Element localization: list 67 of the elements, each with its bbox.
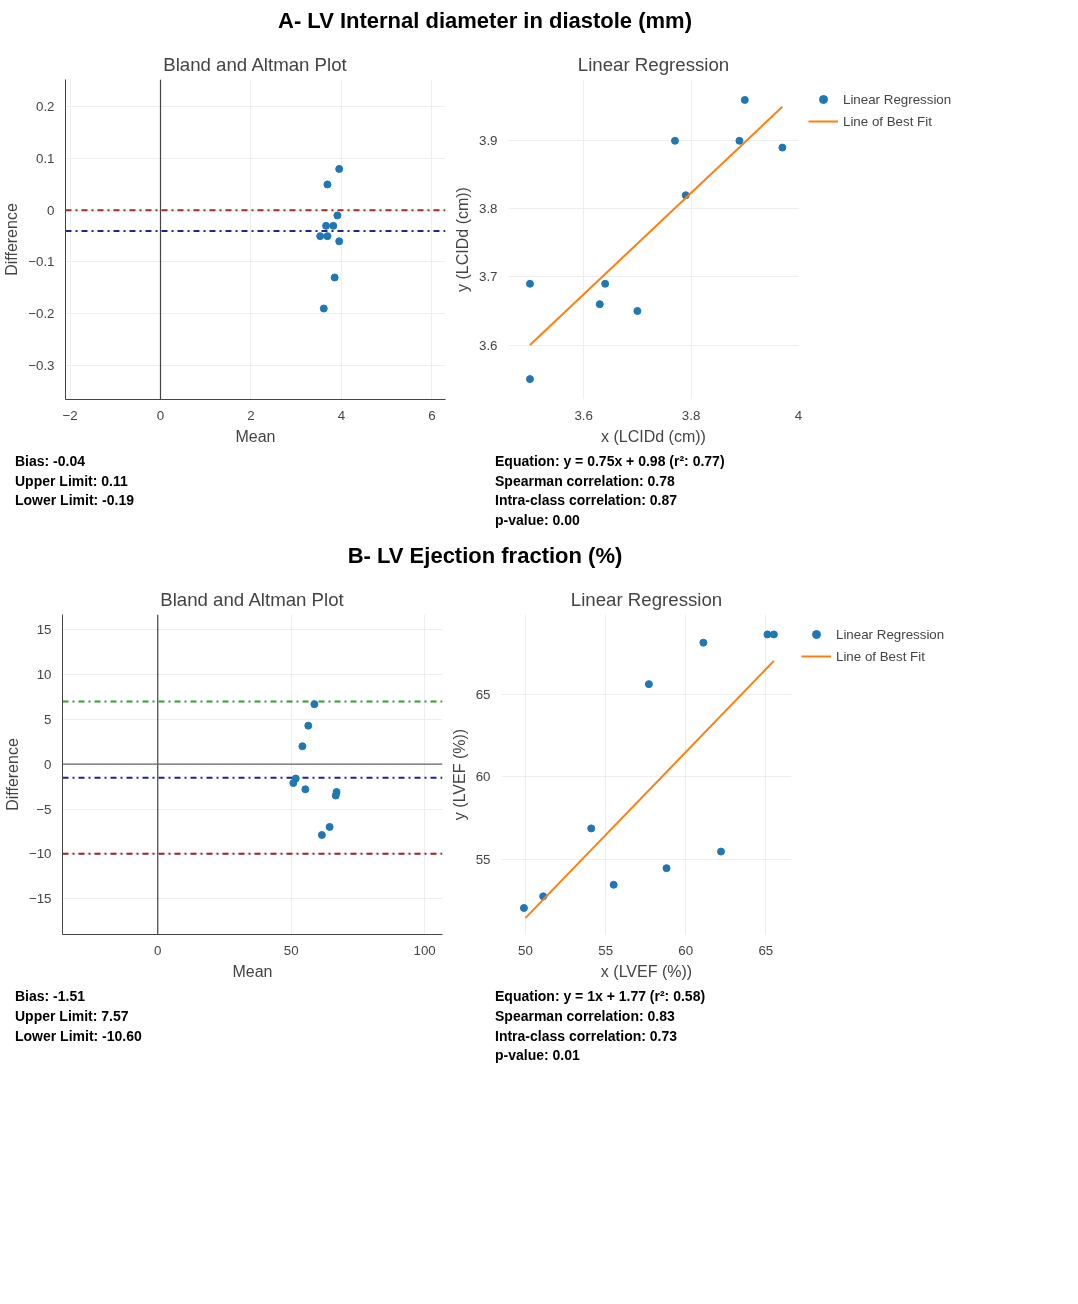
text: Intra-class correlation: 0.73 — [495, 1027, 678, 1044]
y-tick-label: 65 — [475, 686, 491, 702]
y-tick-label: 3.7 — [478, 269, 498, 285]
y-tick-label: −10 — [28, 846, 52, 862]
chart-title: Bland and Altman Plot — [160, 588, 345, 610]
text: Lower Limit: -0.19 — [15, 492, 135, 509]
x-tick-label: −2 — [62, 407, 78, 423]
y-axis-title: y (LVEF (%)) — [450, 729, 468, 821]
chart-title: Linear Regression — [577, 53, 730, 75]
text: Equation: y = 1x + 1.77 (r²: 0.58) — [495, 988, 706, 1005]
y-tick-label: 0 — [44, 757, 52, 773]
x-tick-label: 4 — [794, 407, 803, 423]
text: Intra-class correlation: 0.87 — [495, 492, 678, 509]
x-tick-label: 4 — [337, 407, 346, 423]
x-tick-label: 60 — [678, 942, 694, 958]
x-tick-label: 3.8 — [681, 407, 701, 423]
legend-label: Line of Best Fit — [843, 113, 932, 129]
text: Upper Limit: 7.57 — [15, 1007, 129, 1024]
x-axis-title: x (LVEF (%)) — [600, 962, 693, 980]
y-tick-label: 10 — [36, 667, 52, 683]
legend-label: Line of Best Fit — [836, 648, 925, 664]
x-tick-label: 2 — [247, 407, 255, 423]
x-axis-title: Mean — [232, 962, 273, 980]
text: B- LV Ejection fraction (%) — [347, 542, 623, 571]
y-tick-label: 5 — [44, 712, 52, 728]
x-tick-label: 0 — [156, 407, 165, 423]
legend-label: Linear Regression — [843, 91, 952, 107]
y-axis-title: y (LCIDd (cm)) — [453, 187, 471, 292]
x-axis-title: x (LCIDd (cm)) — [601, 427, 706, 445]
text: Bias: -1.51 — [15, 988, 86, 1005]
text: Bias: -0.04 — [15, 453, 86, 469]
y-tick-label: 0 — [47, 202, 55, 218]
x-tick-label: 3.6 — [574, 407, 593, 423]
x-axis-title: Mean — [235, 427, 276, 445]
x-tick-label: 50 — [518, 942, 533, 958]
legend-label: Linear Regression — [836, 626, 945, 642]
text: p-value: 0.01 — [495, 1047, 580, 1064]
y-axis-title: Difference — [3, 738, 21, 812]
y-tick-label: −15 — [28, 891, 52, 907]
y-tick-label: 3.6 — [478, 337, 498, 353]
text: Spearman correlation: 0.78 — [495, 472, 675, 489]
text: Spearman correlation: 0.83 — [495, 1007, 675, 1024]
y-tick-label: 15 — [36, 622, 52, 638]
text: A- LV Internal diameter in diastole (mm) — [278, 7, 692, 35]
y-tick-label: −0.3 — [28, 357, 55, 373]
x-tick-label: 0 — [154, 942, 162, 958]
text: Equation: y = 0.75x + 0.98 (r²: 0.77) — [495, 453, 725, 469]
y-tick-label: 0.1 — [35, 151, 55, 167]
y-tick-label: −5 — [36, 801, 52, 817]
text: p-value: 0.00 — [495, 511, 580, 528]
x-tick-label: 6 — [428, 407, 436, 423]
chart-title: Linear Regression — [570, 588, 723, 610]
x-tick-label: 55 — [598, 942, 614, 958]
y-tick-label: 60 — [475, 769, 491, 785]
y-tick-label: 55 — [475, 852, 491, 868]
chart-title: Bland and Altman Plot — [163, 53, 348, 75]
y-tick-label: −0.1 — [28, 254, 55, 270]
y-tick-label: 3.8 — [478, 201, 498, 217]
y-axis-title: Difference — [3, 203, 21, 276]
y-tick-label: 0.2 — [35, 99, 55, 115]
y-tick-label: 3.9 — [478, 133, 498, 149]
x-tick-label: 100 — [413, 942, 436, 958]
x-tick-label: 50 — [283, 942, 299, 958]
x-tick-label: 65 — [758, 942, 774, 958]
y-tick-label: −0.2 — [28, 306, 55, 322]
text: Upper Limit: 0.11 — [15, 472, 128, 489]
text: Lower Limit: -10.60 — [15, 1027, 142, 1044]
